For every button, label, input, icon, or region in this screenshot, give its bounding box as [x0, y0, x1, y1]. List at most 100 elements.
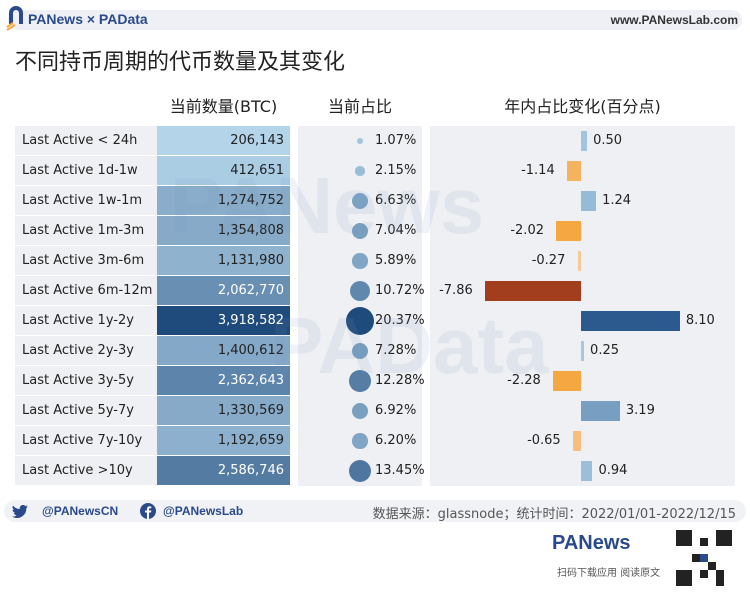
table-row: Last Active < 24h 206,143 1.07% 0.50: [15, 126, 735, 156]
change-bar: [581, 401, 620, 421]
share-value: 13.45%: [375, 463, 425, 478]
row-label: Last Active < 24h: [22, 133, 138, 148]
share-dot: [352, 253, 368, 269]
footer-logo: PANews: [552, 532, 631, 554]
share-value: 6.20%: [375, 433, 417, 448]
table-row: Last Active 5y-7y 1,330,569 6.92% 3.19: [15, 396, 735, 426]
twitter-handle[interactable]: @PANewsCN: [42, 504, 119, 518]
change-value: 0.25: [590, 343, 619, 358]
count-cell: 412,651: [157, 156, 290, 185]
col-header-count: 当前数量(BTC): [169, 97, 278, 116]
change-bar: [485, 281, 581, 301]
share-value: 7.28%: [375, 343, 417, 358]
row-label: Last Active 1m-3m: [22, 223, 145, 238]
facebook-handle[interactable]: @PANewsLab: [163, 504, 244, 518]
chart-title: 不同持币周期的代币数量及其变化: [15, 50, 346, 75]
row-divider: [15, 155, 155, 156]
change-bar: [573, 431, 581, 451]
share-dot: [351, 402, 369, 420]
share-value: 1.07%: [375, 133, 417, 148]
panews-logo-icon: [6, 6, 23, 31]
row-divider: [15, 365, 155, 366]
share-value: 7.04%: [375, 223, 417, 238]
twitter-icon: [12, 505, 28, 518]
change-value: 3.19: [625, 403, 655, 418]
change-bar: [581, 341, 585, 361]
share-dot: [349, 370, 371, 392]
count-cell: 1,400,612: [157, 336, 290, 365]
row-divider: [15, 185, 155, 186]
change-bar: [567, 161, 581, 181]
table-row: Last Active 6m-12m 2,062,770 10.72% -7.86: [15, 276, 735, 306]
share-panel: [298, 126, 422, 486]
row-label: Last Active 3y-5y: [22, 373, 134, 388]
row-divider: [15, 305, 155, 306]
table-row: Last Active 7y-10y 1,192,659 6.20% -0.65: [15, 426, 735, 456]
share-dot: [351, 342, 369, 360]
row-label: Last Active >10y: [22, 463, 133, 478]
share-dot: [356, 137, 364, 145]
table-row: Last Active 3m-6m 1,131,980 5.89% -0.27: [15, 246, 735, 276]
col-header-share: 当前占比: [327, 97, 392, 116]
count-cell: 2,362,643: [157, 366, 290, 395]
change-value: -7.86: [439, 283, 473, 298]
share-dot: [346, 307, 374, 335]
row-label: Last Active 6m-12m: [22, 283, 153, 298]
change-bar: [581, 311, 680, 331]
facebook-icon: [140, 503, 156, 519]
table-row: Last Active 1w-1m 1,274,752 6.63% 1.24: [15, 186, 735, 216]
change-bar: [581, 461, 593, 481]
row-label: Last Active 5y-7y: [22, 403, 134, 418]
count-cell: 1,354,808: [157, 216, 290, 245]
row-divider: [15, 395, 155, 396]
share-dot: [348, 459, 372, 483]
count-cell: 2,586,746: [157, 456, 290, 485]
change-bar: [553, 371, 581, 391]
table-row: Last Active 3y-5y 2,362,643 12.28% -2.28: [15, 366, 735, 396]
count-cell: 2,062,770: [157, 276, 290, 305]
table-row: Last Active >10y 2,586,746 13.45% 0.94: [15, 456, 735, 486]
table-row: Last Active 1m-3m 1,354,808 7.04% -2.02: [15, 216, 735, 246]
watermark-panews: PANews: [170, 161, 485, 250]
row-divider: [15, 275, 155, 276]
count-cell: 1,131,980: [157, 246, 290, 275]
scan-text: 扫码下载应用 阅读原文: [557, 568, 661, 579]
change-bar: [581, 191, 597, 211]
share-value: 20.37%: [375, 313, 425, 328]
row-divider: [15, 455, 155, 456]
share-dot: [352, 433, 368, 449]
row-label: Last Active 7y-10y: [22, 433, 143, 448]
header-brand: PANews × PAData: [28, 11, 148, 27]
row-label: Last Active 2y-3y: [22, 343, 134, 358]
data-source: 数据来源：glassnode；统计时间：2022/01/01-2022/12/1…: [372, 507, 736, 522]
change-value: -0.65: [527, 433, 561, 448]
change-value: -0.27: [531, 253, 566, 268]
row-divider: [15, 485, 155, 486]
count-cell: 206,143: [157, 126, 290, 155]
row-label: Last Active 1d-1w: [22, 163, 138, 178]
change-value: -2.28: [507, 373, 541, 388]
share-dot: [351, 222, 369, 240]
footer-bar: [4, 500, 746, 522]
watermark-padata: PAData: [270, 301, 549, 390]
qr-code-icon[interactable]: [676, 530, 732, 586]
change-value: 8.10: [685, 313, 715, 328]
row-divider: [15, 215, 155, 216]
header-site[interactable]: www.PANewsLab.com: [610, 13, 738, 27]
share-dot: [355, 166, 365, 176]
table-row: Last Active 1y-2y 3,918,582 20.37% 8.10: [15, 306, 735, 336]
row-divider: [15, 425, 155, 426]
change-bar: [581, 131, 588, 151]
label-panel: [15, 126, 157, 486]
row-divider: [15, 335, 155, 336]
table-row: Last Active 2y-3y 1,400,612 7.28% 0.25: [15, 336, 735, 366]
header-bar: [8, 10, 742, 30]
share-value: 10.72%: [375, 283, 425, 298]
count-cell: 3,918,582: [157, 306, 290, 335]
change-value: 1.24: [602, 193, 632, 208]
share-value: 6.63%: [375, 193, 417, 208]
row-label: Last Active 3m-6m: [22, 253, 145, 268]
row-label: Last Active 1y-2y: [22, 313, 134, 328]
change-value: -2.02: [510, 223, 544, 238]
change-value: 0.94: [598, 463, 628, 478]
